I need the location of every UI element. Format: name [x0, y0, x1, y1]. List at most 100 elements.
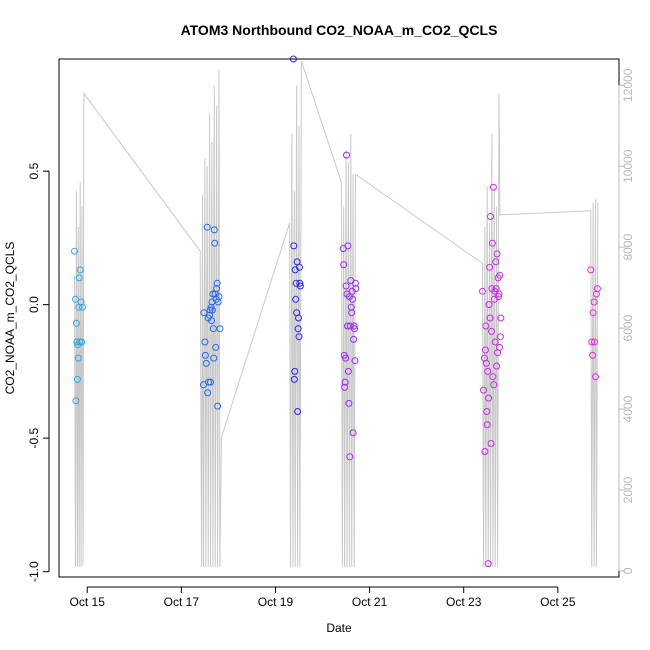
data-point: [73, 375, 81, 383]
data-point: [590, 298, 598, 306]
data-point: [492, 285, 500, 293]
data-point: [294, 325, 302, 333]
chart-title: ATOM3 Northbound CO2_NOAA_m_CO2_QCLS: [181, 22, 498, 38]
data-point: [79, 303, 86, 311]
x-axis: Oct 15 Oct 17 Oct 19 Oct 21 Oct 23 Oct 25: [70, 586, 576, 609]
data-point: [74, 354, 82, 362]
data-point: [342, 354, 350, 362]
data-point: [209, 290, 217, 298]
data-point: [593, 285, 601, 293]
data-point: [587, 266, 595, 274]
data-point: [589, 309, 597, 317]
data-point: [343, 151, 350, 159]
altitude-trace: [74, 60, 599, 567]
data-point: [352, 279, 359, 287]
data-point: [340, 261, 348, 269]
secondary-y-tick-label: 6000: [621, 314, 635, 341]
data-point: [71, 247, 78, 255]
data-point: [208, 306, 216, 314]
data-point: [349, 295, 357, 303]
altitude-line: [74, 60, 599, 567]
y-tick-label: 0.0: [27, 296, 41, 313]
data-point: [213, 279, 221, 287]
data-point: [486, 314, 494, 322]
data-point: [591, 338, 598, 346]
data-point: [480, 386, 487, 394]
data-point: [482, 359, 490, 367]
data-point: [342, 282, 350, 290]
data-point: [210, 354, 218, 362]
data-point: [483, 421, 491, 429]
data-point: [346, 453, 354, 461]
data-point: [291, 367, 299, 375]
data-point: [78, 338, 86, 346]
secondary-y-axis: 0 2000 4000 6000 8000 10000 12000: [618, 68, 635, 574]
data-point: [72, 397, 80, 405]
x-tick-label: Oct 21: [352, 595, 388, 609]
data-point: [588, 338, 596, 346]
data-point: [492, 258, 500, 266]
data-point: [215, 293, 223, 301]
data-point: [208, 317, 215, 325]
data-point: [487, 440, 495, 447]
data-point: [497, 314, 505, 322]
data-point: [496, 271, 504, 279]
data-point: [201, 338, 209, 346]
data-point: [495, 293, 502, 301]
data-point: [341, 383, 349, 391]
data-point: [479, 287, 486, 295]
data-point: [496, 343, 503, 351]
x-axis-label: Date: [326, 621, 352, 635]
data-point: [491, 338, 499, 346]
data-point: [213, 285, 221, 293]
data-point: [72, 295, 79, 303]
data-point: [296, 282, 304, 290]
data-point: [488, 239, 496, 247]
data-point: [348, 309, 356, 317]
secondary-y-tick-label: 10000: [621, 149, 635, 183]
secondary-y-tick-label: 8000: [621, 234, 635, 261]
x-tick-label: Oct 23: [446, 595, 482, 609]
data-point: [493, 362, 501, 370]
data-point: [347, 303, 355, 311]
data-point: [204, 389, 212, 397]
data-point: [295, 333, 303, 341]
data-point: [589, 351, 597, 359]
data-point: [481, 448, 489, 455]
secondary-y-tick-label: 0: [621, 567, 635, 574]
data-point: [203, 223, 211, 231]
data-point: [484, 367, 492, 375]
data-point: [296, 279, 304, 287]
data-point: [294, 408, 302, 415]
secondary-y-tick-label: 12000: [621, 68, 635, 102]
data-point: [75, 274, 83, 282]
data-point: [72, 319, 80, 327]
y-tick-label: -0.5: [27, 428, 41, 449]
data-point: [205, 378, 213, 386]
data-point: [216, 325, 224, 333]
y-axis-label: CO2_NOAA_m_CO2_QCLS: [3, 242, 17, 395]
data-point: [487, 213, 494, 220]
data-point: [351, 325, 358, 333]
secondary-y-tick-label: 4000: [621, 395, 635, 422]
data-point: [485, 394, 493, 402]
data-point: [350, 322, 358, 330]
data-point: [495, 290, 503, 298]
data-point: [290, 242, 298, 250]
y-tick-label: -1.0: [27, 561, 41, 582]
data-point: [76, 266, 84, 274]
data-point: [344, 322, 351, 330]
data-point: [349, 429, 357, 437]
data-point: [341, 378, 349, 386]
data-point: [296, 263, 303, 271]
data-point: [488, 327, 495, 335]
data-point: [485, 301, 493, 309]
data-point: [352, 285, 360, 293]
data-point: [486, 263, 494, 271]
data-point: [344, 242, 352, 250]
data-point: [290, 375, 298, 383]
plot-frame: [58, 58, 620, 578]
y-axis: 0.5 0.0 -0.5 -1.0: [27, 162, 50, 582]
data-point: [292, 295, 300, 303]
data-point: [496, 333, 504, 341]
